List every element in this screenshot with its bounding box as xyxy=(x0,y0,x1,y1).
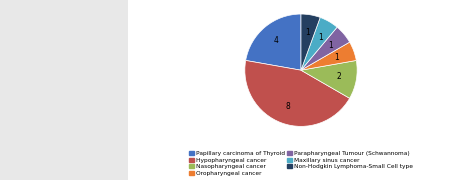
Text: 2: 2 xyxy=(336,72,341,81)
Legend: Papillary carcinoma of Thyroid, Hypopharyngeal cancer, Nasopharyngeal cancer, Or: Papillary carcinoma of Thyroid, Hypophar… xyxy=(188,150,414,177)
Wedge shape xyxy=(301,60,357,98)
Text: 4: 4 xyxy=(274,36,279,45)
Wedge shape xyxy=(301,14,320,70)
Text: 1: 1 xyxy=(305,28,310,37)
Wedge shape xyxy=(301,42,356,70)
Text: 1: 1 xyxy=(318,33,322,42)
Text: 1: 1 xyxy=(328,41,333,50)
Wedge shape xyxy=(301,17,337,70)
Text: 8: 8 xyxy=(285,102,290,111)
Text: 1: 1 xyxy=(335,53,339,62)
Wedge shape xyxy=(245,60,350,126)
Wedge shape xyxy=(246,14,301,70)
Wedge shape xyxy=(301,27,350,70)
